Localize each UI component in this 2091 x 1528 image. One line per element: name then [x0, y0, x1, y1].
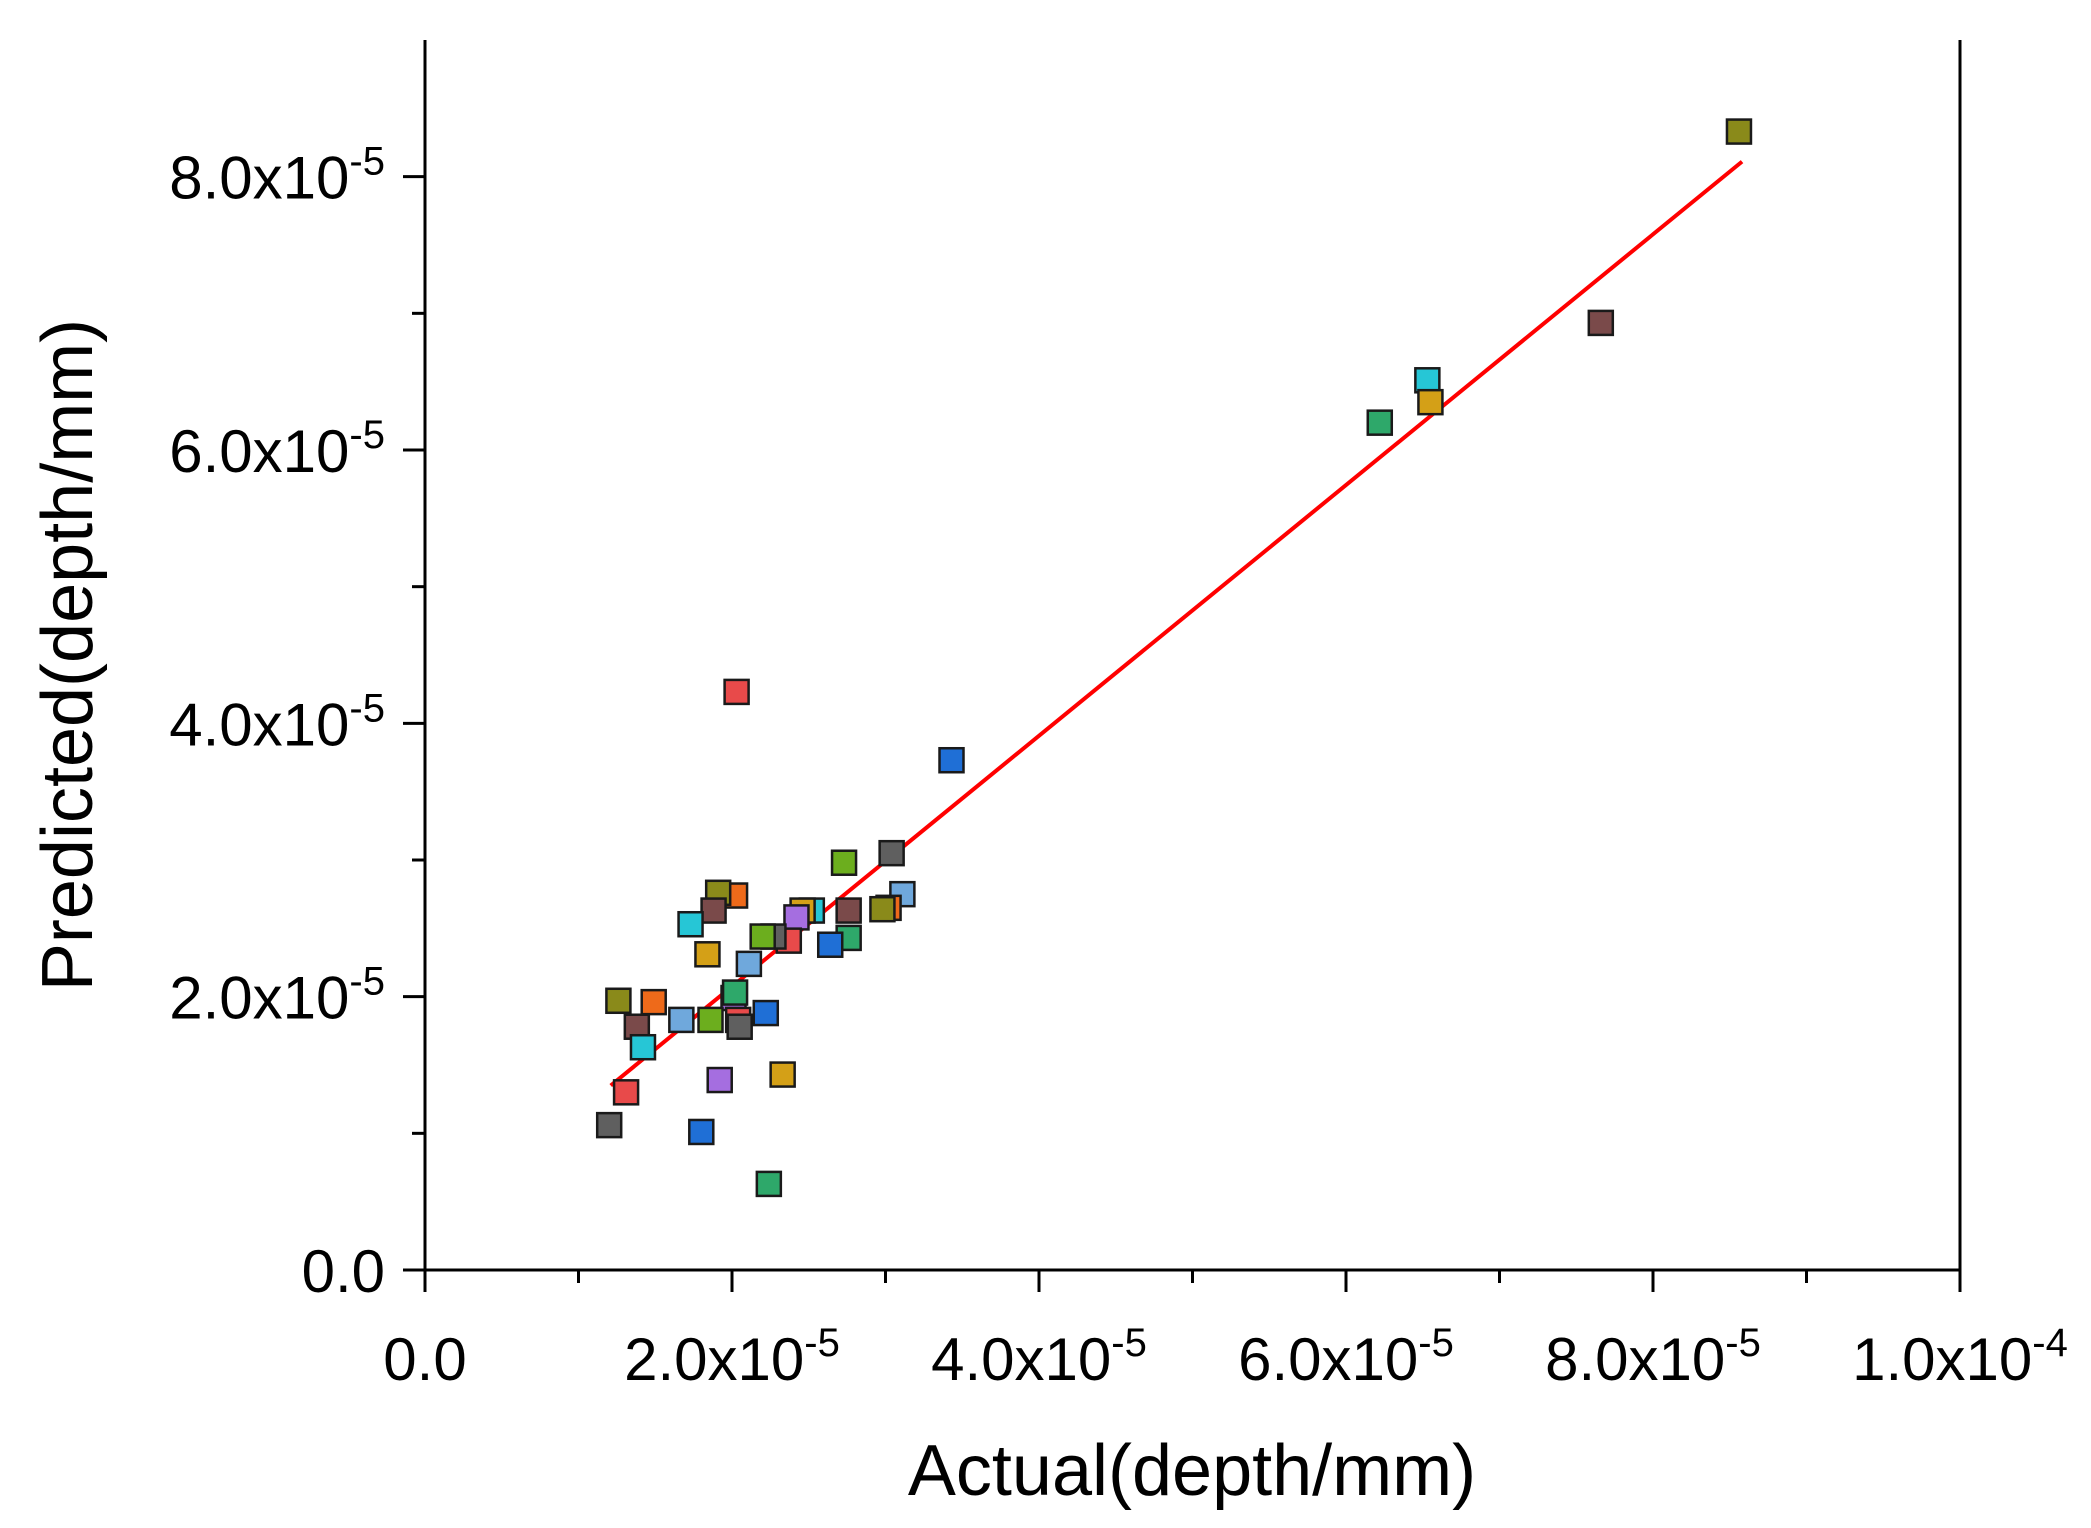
y-tick-label-exponent: -5	[349, 413, 385, 457]
x-tick-label-mantissa: 4.0x10	[931, 1326, 1111, 1393]
y-tick-label-mantissa: 0.0	[302, 1238, 385, 1305]
data-point	[878, 839, 905, 867]
y-tick-label: 4.0x10-5	[169, 686, 385, 758]
y-tick-label: 0.0	[302, 1238, 385, 1305]
data-point	[640, 988, 667, 1016]
x-tick-label-mantissa: 0.0	[383, 1326, 466, 1393]
x-tick-label: 2.0x10-5	[624, 1321, 840, 1393]
data-point	[688, 1118, 715, 1146]
data-point	[749, 923, 776, 950]
data-point	[1725, 118, 1753, 145]
data-point	[677, 910, 704, 938]
y-tick-label-mantissa: 2.0x10	[169, 965, 349, 1032]
ticks-layer	[403, 175, 1962, 1292]
x-tick-label-exponent: -4	[2032, 1321, 2068, 1365]
x-tick-label-mantissa: 1.0x10	[1852, 1326, 2032, 1393]
data-point	[1414, 367, 1441, 394]
data-point	[1366, 409, 1394, 436]
data-point	[735, 950, 763, 978]
x-tick-label-mantissa: 8.0x10	[1545, 1326, 1725, 1393]
data-point	[726, 1013, 753, 1040]
data-point	[694, 941, 721, 968]
y-tick-label-mantissa: 4.0x10	[169, 691, 349, 758]
data-point	[830, 849, 858, 876]
data-point	[783, 904, 810, 931]
tick-labels-layer: 0.0 2.0x10-5 4.0x10-5 6.0x10-5 8.0x10-5 1.0x1…	[169, 140, 2068, 1393]
data-points-layer	[595, 118, 1753, 1198]
data-point	[721, 979, 749, 1006]
x-tick-label-exponent: -5	[1111, 1321, 1147, 1365]
data-point	[938, 746, 965, 774]
y-tick-label: 8.0x10-5	[169, 140, 385, 212]
x-tick-label-exponent: -5	[1725, 1321, 1761, 1365]
data-point	[706, 1066, 733, 1094]
x-tick-label: 6.0x10-5	[1238, 1321, 1454, 1393]
data-point	[629, 1033, 657, 1061]
data-point	[668, 1006, 695, 1034]
x-tick-label: 4.0x10-5	[931, 1321, 1147, 1393]
y-tick-label: 2.0x10-5	[169, 960, 385, 1032]
data-point	[723, 678, 750, 706]
y-tick-label-exponent: -5	[349, 140, 385, 184]
data-point	[752, 999, 780, 1027]
data-point	[700, 897, 727, 924]
x-tick-label-mantissa: 6.0x10	[1238, 1326, 1418, 1393]
data-point	[612, 1079, 640, 1106]
x-tick-label-exponent: -5	[1418, 1321, 1454, 1365]
y-tick-label: 6.0x10-5	[169, 413, 385, 485]
data-point	[605, 987, 632, 1015]
y-tick-label-mantissa: 8.0x10	[169, 145, 349, 212]
x-tick-label-mantissa: 2.0x10	[624, 1326, 804, 1393]
data-point	[1417, 388, 1444, 416]
data-point	[595, 1111, 623, 1139]
y-tick-label-exponent: -5	[349, 686, 385, 730]
x-tick-label: 1.0x10-4	[1852, 1321, 2068, 1393]
x-tick-label: 8.0x10-5	[1545, 1321, 1761, 1393]
y-axis-title: Predicted(depth/mm)	[28, 319, 108, 991]
x-tick-label: 0.0	[383, 1326, 466, 1393]
y-tick-label-mantissa: 6.0x10	[169, 418, 349, 485]
data-point	[769, 1061, 796, 1088]
x-tick-label-exponent: -5	[804, 1321, 840, 1365]
data-point	[816, 931, 844, 958]
data-point	[755, 1170, 783, 1198]
x-axis-title: Actual(depth/mm)	[908, 1431, 1476, 1511]
data-point	[835, 897, 862, 924]
data-point	[697, 1006, 724, 1034]
data-point	[1587, 309, 1615, 337]
y-tick-label-exponent: -5	[349, 960, 385, 1004]
data-point	[869, 895, 896, 923]
